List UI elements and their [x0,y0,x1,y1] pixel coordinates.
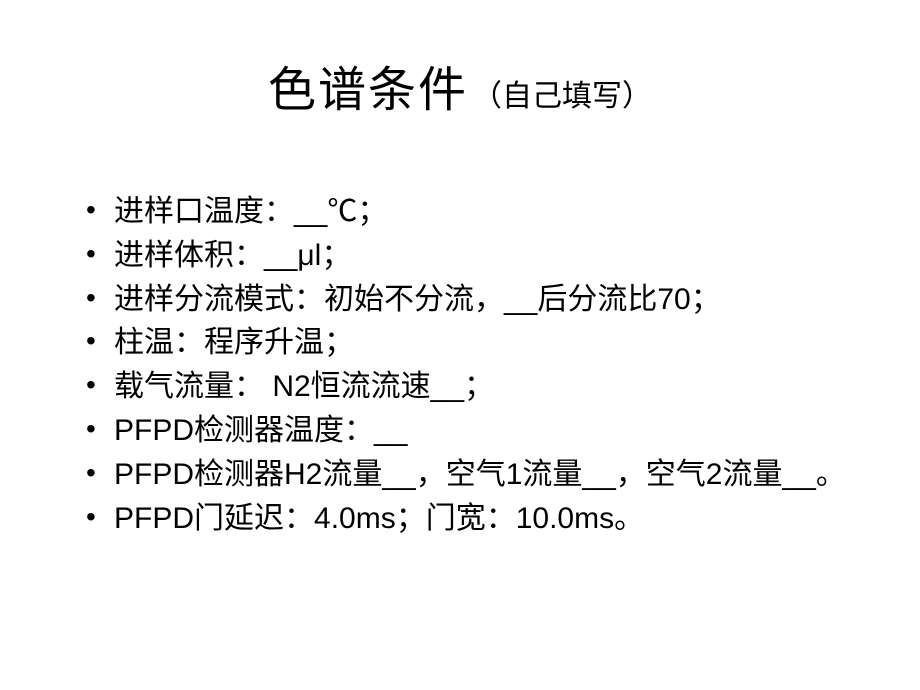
list-item: 载气流量： N2恒流流速__； [80,365,850,409]
slide: 色谱条件（自己填写） 进样口温度：__℃； 进样体积：__μl； 进样分流模式：… [0,0,920,690]
list-item: 进样分流模式：初始不分流，__后分流比70； [80,278,850,322]
list-item: PFPD检测器H2流量__，空气1流量__，空气2流量__。 [80,453,850,497]
list-item: PFPD门延迟：4.0ms；门宽：10.0ms。 [80,497,850,541]
title-sub: （自己填写） [472,80,652,113]
list-item: 进样体积：__μl； [80,234,850,278]
list-item: 柱温：程序升温； [80,321,850,365]
title-main: 色谱条件 [268,64,468,117]
bullet-list: 进样口温度：__℃； 进样体积：__μl； 进样分流模式：初始不分流，__后分流… [80,190,850,540]
slide-title: 色谱条件（自己填写） [70,50,850,120]
list-item: PFPD检测器温度：__ [80,409,850,453]
list-item: 进样口温度：__℃； [80,190,850,234]
